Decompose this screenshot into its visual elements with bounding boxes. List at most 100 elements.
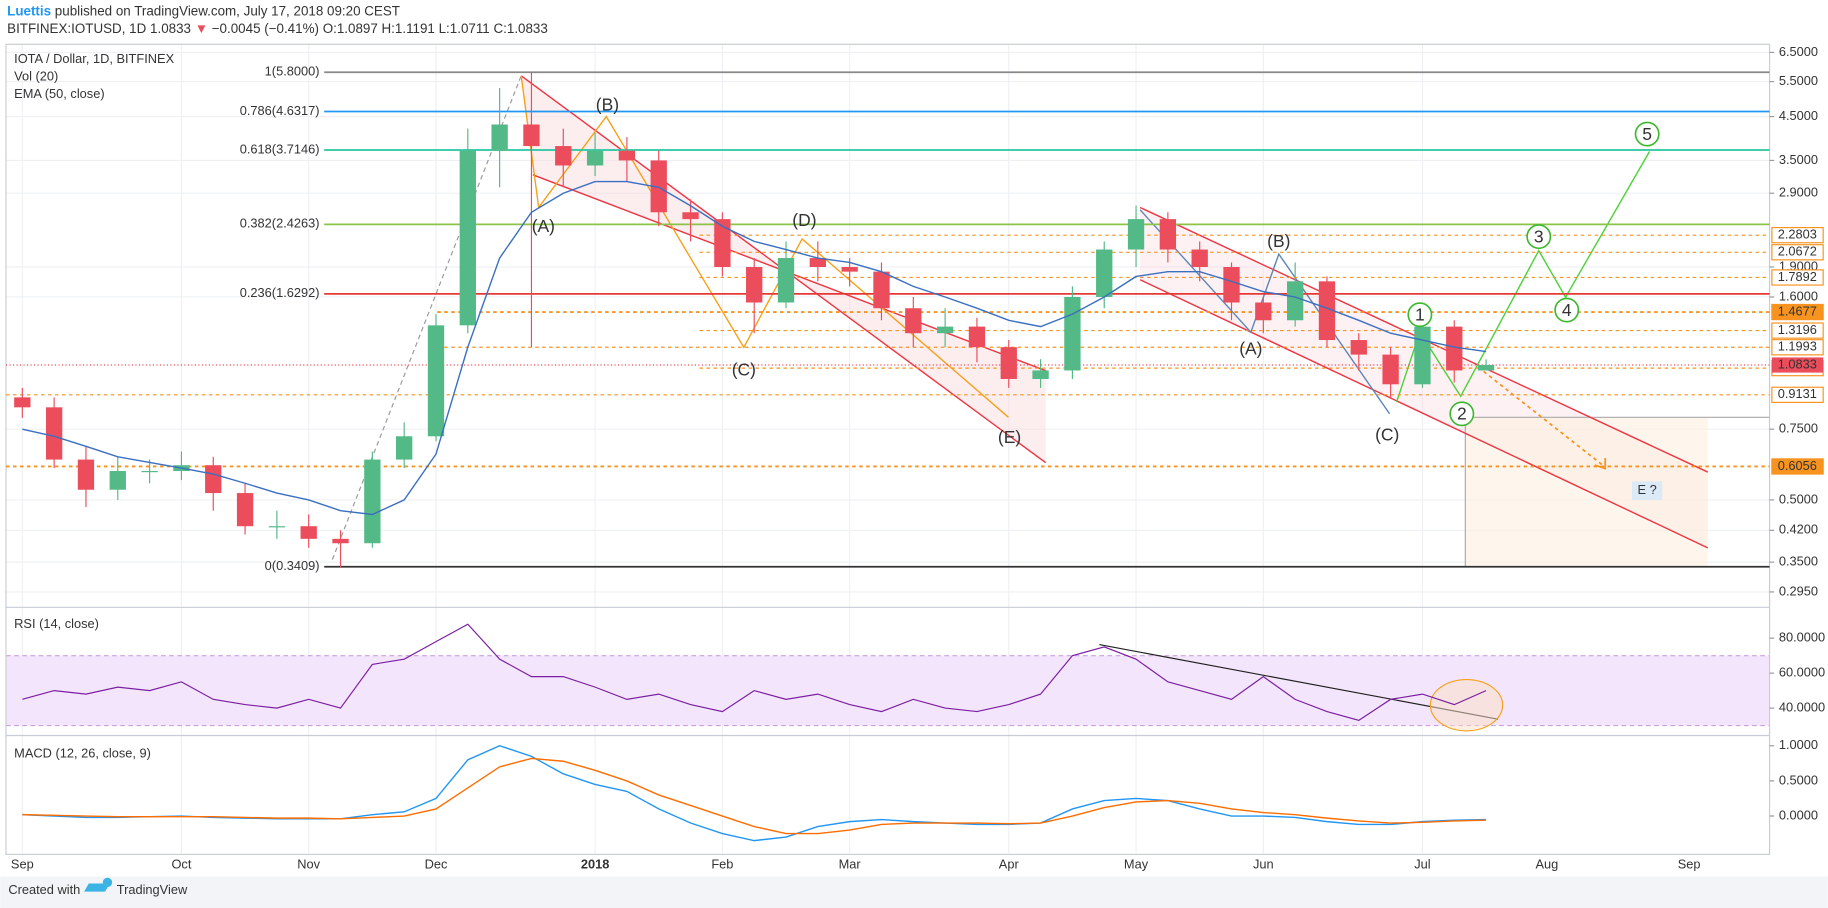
level-tag	[1771, 303, 1824, 321]
x-tick-label: Aug	[1536, 856, 1559, 871]
wave-label: (D)	[792, 210, 816, 230]
y-tick-label: 5.5000	[1779, 73, 1818, 88]
y-tick-label: 0.5000	[1779, 491, 1818, 506]
y-tick-label: 0.2950	[1779, 583, 1818, 598]
candle-body	[1096, 249, 1113, 297]
level-label: 1.7892	[1778, 269, 1817, 284]
x-tick-label: Mar	[839, 856, 862, 871]
candle-body	[1446, 326, 1463, 371]
y-tick-label: 1.0000	[1779, 737, 1818, 752]
fib-trend	[331, 75, 522, 560]
x-tick-label: Jul	[1414, 856, 1430, 871]
y-tick-label: 40.0000	[1779, 699, 1825, 714]
x-tick-label: Jun	[1253, 856, 1274, 871]
x-tick-label: Apr	[999, 856, 1020, 871]
candle-body	[300, 526, 317, 539]
fib-label: 1(5.8000)	[265, 64, 320, 79]
candle-body	[1350, 340, 1367, 355]
wave-label: (E)	[998, 427, 1021, 447]
signal-line	[22, 757, 1487, 835]
indicator-label: EMA (50, close)	[14, 86, 104, 101]
candle-body	[427, 325, 445, 437]
x-tick-label: Nov	[297, 856, 320, 871]
candle-body	[586, 150, 604, 166]
wave-label: (A)	[532, 216, 555, 236]
logo	[84, 877, 113, 892]
y-tick-label: 3.5000	[1779, 152, 1818, 167]
candle-body	[45, 407, 63, 460]
change: −0.0045 (−0.41%)	[212, 21, 319, 36]
candle-body	[682, 212, 699, 220]
last-price-tag	[1771, 357, 1824, 373]
level-label: 0.9131	[1778, 386, 1817, 401]
fib-label: 0.786(4.6317)	[240, 103, 320, 118]
candle-body	[1032, 370, 1049, 379]
y-tick-label: 0.4200	[1779, 522, 1818, 537]
candle-body	[77, 459, 95, 490]
x-tick-label: Sep	[11, 856, 34, 871]
candle-body	[459, 150, 476, 326]
candle-body	[714, 219, 731, 267]
wave-circle	[1634, 121, 1660, 147]
candle-body	[936, 326, 954, 334]
fib-label: 0.618(3.7146)	[240, 141, 320, 156]
y-tick-label: 60.0000	[1779, 665, 1825, 680]
header-line: BITFINEX:IOTUSD, 1D 1.0833 ▼ −0.0045 (−0…	[7, 21, 548, 36]
panes	[5, 43, 1771, 855]
published: published on TradingView.com, July 17, 2…	[55, 3, 400, 18]
projection	[1477, 366, 1605, 467]
x-tick-label: Feb	[711, 856, 733, 871]
indicator-label: Vol (20)	[14, 68, 58, 83]
candle-body	[1000, 347, 1017, 379]
fib-label: 0.236(1.6292)	[240, 285, 320, 300]
indicator-label: RSI (14, close)	[14, 616, 99, 631]
ohlc: L:1.0711	[439, 21, 490, 36]
last-price-label: 1.0833	[1778, 356, 1817, 371]
candle-body	[236, 493, 254, 527]
arrow: ▼	[195, 21, 208, 36]
wave-label: 1	[1415, 305, 1425, 325]
ohlc: H:1.1191	[382, 21, 435, 36]
y-tick-label: 0.7500	[1779, 421, 1818, 436]
level-label: 1.3196	[1778, 322, 1817, 337]
y-tick-label: 0.5000	[1779, 772, 1818, 787]
wave-label: 3	[1534, 226, 1544, 246]
fib-label: 0(0.3409)	[265, 558, 320, 573]
level-tag	[1771, 339, 1824, 356]
author: Luettis	[7, 3, 51, 18]
candle-body	[14, 397, 31, 408]
target-zone	[1465, 417, 1708, 567]
projection-head	[1594, 458, 1607, 470]
candle-body	[777, 258, 795, 303]
symbol: BITFINEX:IOTUSD, 1D	[7, 21, 146, 36]
y-tick-label: 1.6000	[1779, 288, 1818, 303]
channel-line	[1139, 279, 1709, 549]
candle-body	[555, 146, 572, 166]
y-tick-label: 6.5000	[1779, 44, 1818, 59]
wave-label: (B)	[596, 95, 619, 115]
candle-body	[746, 266, 763, 303]
candle-body	[332, 538, 349, 544]
candle-body	[205, 465, 222, 494]
level-tag	[1771, 269, 1824, 286]
y-tick-label: 2.9000	[1779, 185, 1818, 200]
footer-text: Created with	[8, 882, 80, 897]
level-tag	[1771, 322, 1824, 339]
candle-body	[1191, 249, 1208, 267]
wave-label: 4	[1562, 300, 1572, 320]
footer-brand: TradingView	[117, 882, 188, 897]
level-tag	[1771, 386, 1824, 403]
x-tick-label: Oct	[171, 856, 191, 871]
candle-body	[1159, 219, 1177, 250]
level-label: 0.6056	[1778, 458, 1817, 473]
ohlc: O:1.0897	[323, 21, 378, 36]
rsi-band	[6, 655, 1770, 726]
candle-body	[1255, 302, 1272, 321]
candle-body	[523, 124, 540, 147]
level-label: 1.4677	[1778, 303, 1817, 318]
candle-body	[905, 308, 922, 334]
candle-body	[1318, 281, 1336, 341]
candle-body	[841, 266, 858, 272]
wave-circle	[1407, 302, 1433, 328]
candle-body	[364, 459, 381, 544]
